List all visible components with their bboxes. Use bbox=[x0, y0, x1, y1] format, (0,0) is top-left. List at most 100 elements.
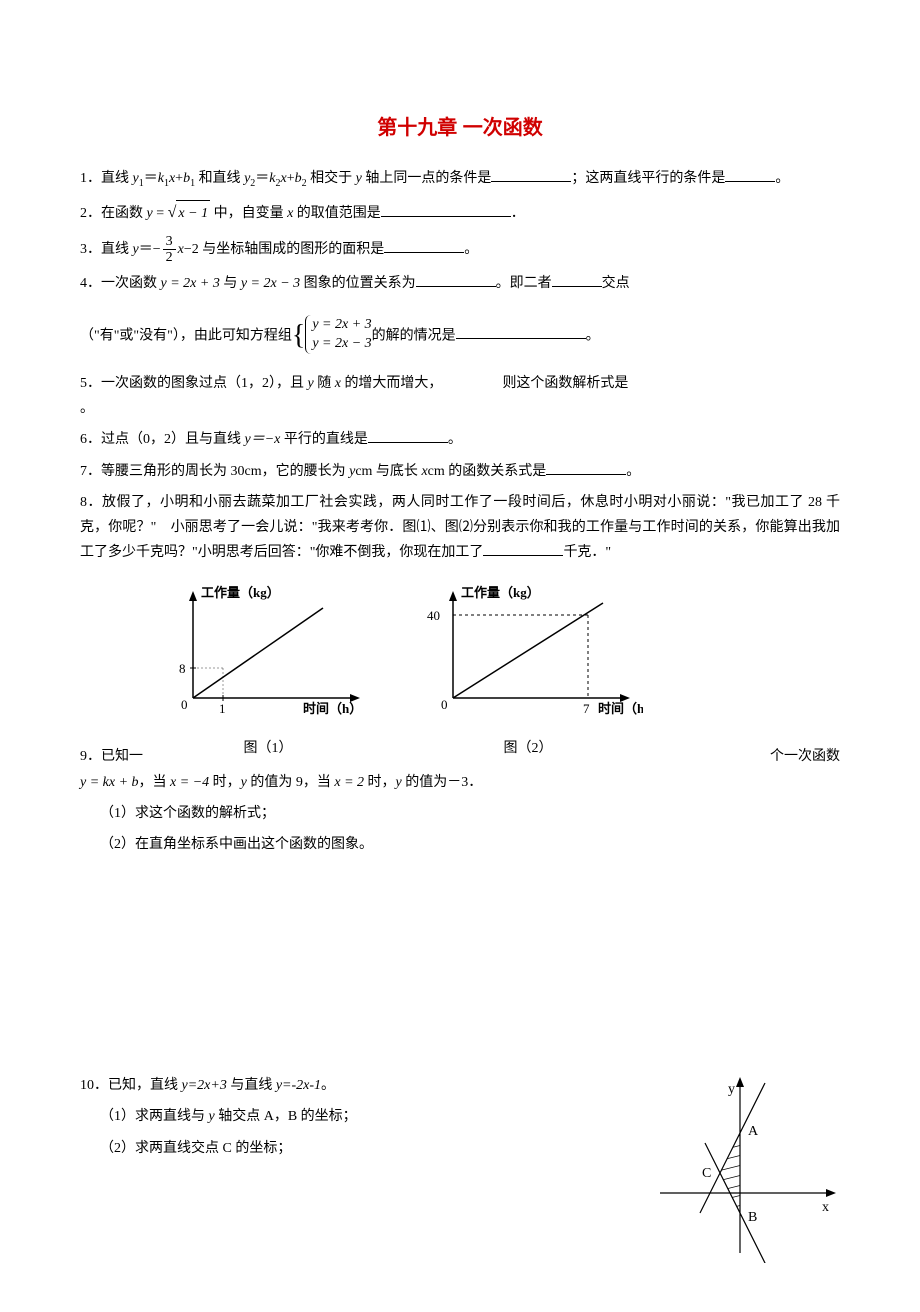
chart-1: 8 1 0 工作量（kg） 时间（h） 图（1） bbox=[163, 583, 373, 761]
chart-2: 40 7 0 工作量（kg） 时间（h） 图（2） bbox=[413, 583, 643, 761]
q6-pre: 6．过点（0，2）且与直线 bbox=[80, 432, 245, 447]
q4-pre: 4．一次函数 bbox=[80, 276, 161, 291]
q2-mid: 中，自变量 bbox=[210, 206, 287, 221]
y-axis-label: 工作量（kg） bbox=[201, 585, 280, 600]
q10-svg: y x A B C bbox=[650, 1073, 840, 1263]
q5-b: 的增大而增大， bbox=[341, 376, 443, 391]
q4-l2-pre: （"有"或"没有"），由此可知方程组 bbox=[80, 328, 292, 343]
q2-pre: 2．在函数 bbox=[80, 206, 147, 221]
chart-1-svg: 8 1 0 工作量（kg） 时间（h） bbox=[163, 583, 373, 723]
q9-tail: 个一次函数 bbox=[770, 749, 840, 764]
q5-a: 5．一次函数的图象过点（1，2），且 bbox=[80, 376, 308, 391]
q5-mid: 随 bbox=[314, 376, 335, 391]
t: 的值为－3． bbox=[402, 775, 483, 790]
page: 第十九章 一次函数 1．直线 y1＝k1x+b1 和直线 y2＝k2x+b2 相… bbox=[0, 0, 920, 1312]
q9-pre: 9．已知一 bbox=[80, 749, 143, 764]
eq: ＝ bbox=[255, 171, 269, 186]
blank bbox=[725, 167, 775, 182]
origin-label: 0 bbox=[181, 697, 188, 712]
charts-and-q9: 9．已知一 8 1 0 工作量（kg） 时间（h） bbox=[80, 571, 840, 769]
brace-bot: y = 2x − 3 bbox=[312, 336, 371, 351]
var-b: b bbox=[295, 171, 302, 186]
question-9-line2: y = kx + b，当 x = −4 时，y 的值为 9，当 x = 2 时，… bbox=[80, 770, 840, 795]
x-tick-label: 7 bbox=[583, 701, 590, 716]
period: 。 bbox=[775, 171, 789, 186]
q1-and: 和直线 bbox=[195, 171, 244, 186]
charts-row: 8 1 0 工作量（kg） 时间（h） 图（1） 40 bbox=[163, 583, 643, 761]
eq: y = 2x + 3 bbox=[161, 276, 220, 291]
question-7: 7．等腰三角形的周长为 30cm，它的腰长为 ycm 与底长 xcm 的函数关系… bbox=[80, 459, 840, 484]
chapter-title: 第十九章 一次函数 bbox=[80, 110, 840, 146]
q5-c: 则这个函数解析式是 bbox=[502, 376, 628, 391]
minus2: −2 bbox=[184, 242, 199, 257]
axis-x-label: x bbox=[822, 1200, 829, 1215]
q8-line1: 8．放假了，小明和小丽去蔬菜加工厂社会实践，两人同时工作了一段时间后，休息时小明… bbox=[80, 495, 840, 560]
blank bbox=[483, 541, 563, 556]
chart-2-caption: 图（2） bbox=[413, 736, 643, 761]
question-2: 2．在函数 y = x − 1 中，自变量 x 的取值范围是． bbox=[80, 199, 840, 228]
q10-sub1: （1）求两直线与 y 轴交点 A，B 的坐标； bbox=[100, 1104, 630, 1129]
q8-tail: 千克．" bbox=[563, 545, 611, 560]
q4-mid: 图象的位置关系为 bbox=[300, 276, 416, 291]
blank bbox=[491, 167, 571, 182]
y-tick-label: 40 bbox=[427, 608, 440, 623]
eq: y=-2x-1 bbox=[276, 1078, 321, 1093]
t: 10．已知，直线 bbox=[80, 1078, 182, 1093]
origin-label: 0 bbox=[441, 697, 448, 712]
question-3: 3．直线 y＝−32x−2 与坐标轴围成的图形的面积是。 bbox=[80, 234, 840, 266]
blank bbox=[381, 202, 511, 217]
t: 的值为 9，当 bbox=[247, 775, 335, 790]
q4-l2-mid: 的解的情况是 bbox=[372, 328, 456, 343]
question-4-line2: （"有"或"没有"），由此可知方程组{y = 2x + 3y = 2x − 3的… bbox=[80, 311, 840, 361]
period: 。 bbox=[80, 401, 94, 416]
var-b: b bbox=[183, 171, 190, 186]
radicand: x − 1 bbox=[176, 200, 210, 226]
q2-tail: 的取值范围是 bbox=[293, 206, 381, 221]
eq: x = 2 bbox=[334, 775, 364, 790]
q9-right-label: 个一次函数 bbox=[770, 744, 840, 769]
x-axis-label: 时间（h） bbox=[303, 701, 362, 716]
question-8: 8．放假了，小明和小丽去蔬菜加工厂社会实践，两人同时工作了一段时间后，休息时小明… bbox=[80, 490, 840, 566]
question-6: 6．过点（0，2）且与直线 y＝−x 平行的直线是。 bbox=[80, 427, 840, 452]
q10-figure: y x A B C bbox=[650, 1073, 840, 1272]
blank bbox=[552, 272, 602, 287]
point-C-label: C bbox=[702, 1166, 711, 1181]
q1-mid2: 轴上同一点的条件是 bbox=[362, 171, 492, 186]
t: （1）求两直线与 bbox=[100, 1109, 209, 1124]
denominator: 2 bbox=[163, 250, 176, 265]
numerator: 3 bbox=[163, 234, 176, 250]
q4-mid2: 。即二者 bbox=[496, 276, 552, 291]
q3-mid: 与坐标轴围成的图形的面积是 bbox=[199, 242, 385, 257]
x-tick-label: 1 bbox=[219, 701, 226, 716]
blank bbox=[384, 238, 464, 253]
t: 轴交点 A，B 的坐标； bbox=[215, 1109, 357, 1124]
q10-line1: 10．已知，直线 y=2x+3 与直线 y=-2x-1。 bbox=[80, 1073, 630, 1098]
t: 时， bbox=[364, 775, 396, 790]
chart-1-caption: 图（1） bbox=[163, 736, 373, 761]
period: ． bbox=[511, 206, 525, 221]
q9-sub1: （1）求这个函数的解析式； bbox=[100, 801, 840, 826]
q1-text: 1．直线 bbox=[80, 171, 133, 186]
t: 与直线 bbox=[227, 1078, 276, 1093]
eq: y = 2x − 3 bbox=[241, 276, 300, 291]
q1-mid: 相交于 bbox=[307, 171, 356, 186]
eq: x = −4 bbox=[170, 775, 209, 790]
blank bbox=[368, 428, 448, 443]
q6-mid: 平行的直线是 bbox=[280, 432, 368, 447]
plus: + bbox=[175, 171, 183, 186]
blank bbox=[416, 272, 496, 287]
t: 。 bbox=[321, 1078, 335, 1093]
q4-and: 与 bbox=[220, 276, 241, 291]
system-of-equations: y = 2x + 3y = 2x − 3 bbox=[305, 315, 371, 357]
spacer bbox=[80, 863, 840, 1073]
plus: + bbox=[287, 171, 295, 186]
q7-cm1: cm 与底长 bbox=[355, 464, 421, 479]
eq: ＝ bbox=[144, 171, 158, 186]
point-A-label: A bbox=[748, 1124, 759, 1139]
period: 。 bbox=[626, 464, 640, 479]
question-4: 4．一次函数 y = 2x + 3 与 y = 2x − 3 图象的位置关系为 。… bbox=[80, 271, 840, 296]
sqrt-icon: x − 1 bbox=[168, 199, 210, 228]
t: 时， bbox=[209, 775, 241, 790]
q10-text: 10．已知，直线 y=2x+3 与直线 y=-2x-1。 （1）求两直线与 y … bbox=[80, 1073, 630, 1167]
point-B-label: B bbox=[748, 1210, 757, 1225]
